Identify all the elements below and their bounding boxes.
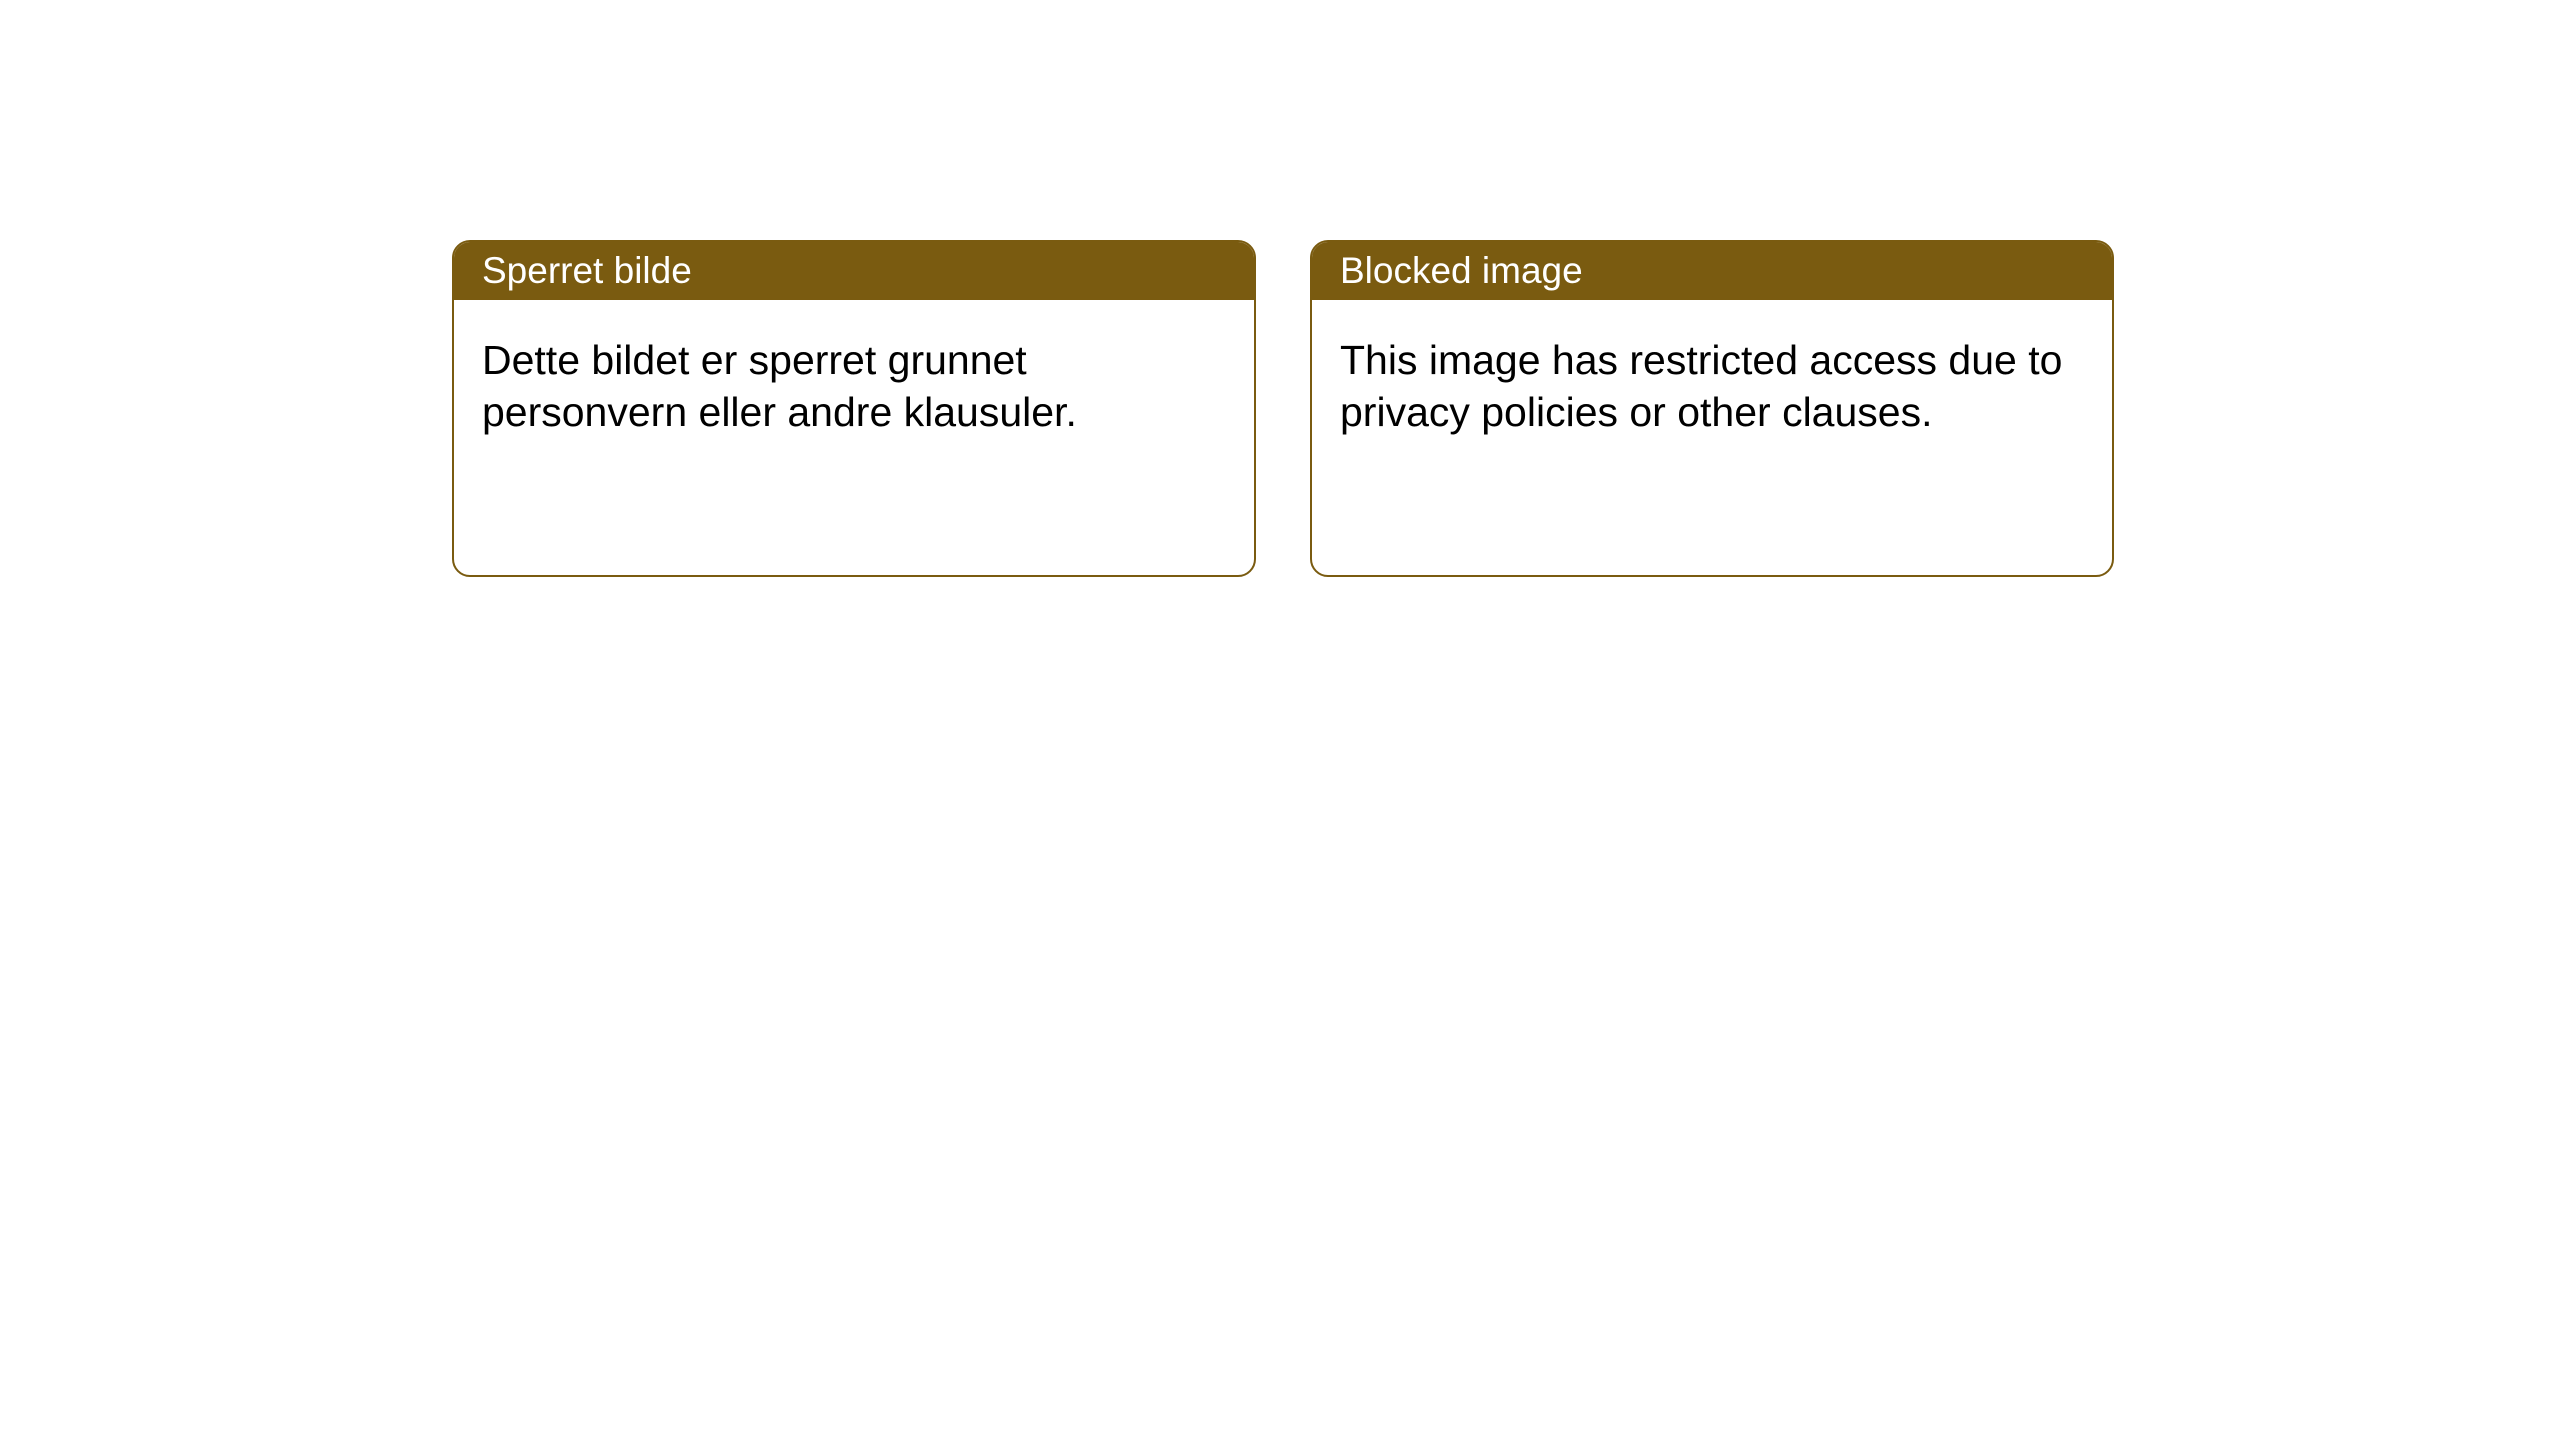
- notice-header-english: Blocked image: [1312, 242, 2112, 300]
- notice-title-english: Blocked image: [1340, 250, 1583, 292]
- notice-header-norwegian: Sperret bilde: [454, 242, 1254, 300]
- notice-card-norwegian: Sperret bilde Dette bildet er sperret gr…: [452, 240, 1256, 577]
- notice-card-english: Blocked image This image has restricted …: [1310, 240, 2114, 577]
- notice-title-norwegian: Sperret bilde: [482, 250, 692, 292]
- notice-text-norwegian: Dette bildet er sperret grunnet personve…: [482, 337, 1077, 435]
- notice-text-english: This image has restricted access due to …: [1340, 337, 2062, 435]
- notice-body-english: This image has restricted access due to …: [1312, 300, 2112, 473]
- notice-body-norwegian: Dette bildet er sperret grunnet personve…: [454, 300, 1254, 473]
- notice-container: Sperret bilde Dette bildet er sperret gr…: [452, 240, 2114, 577]
